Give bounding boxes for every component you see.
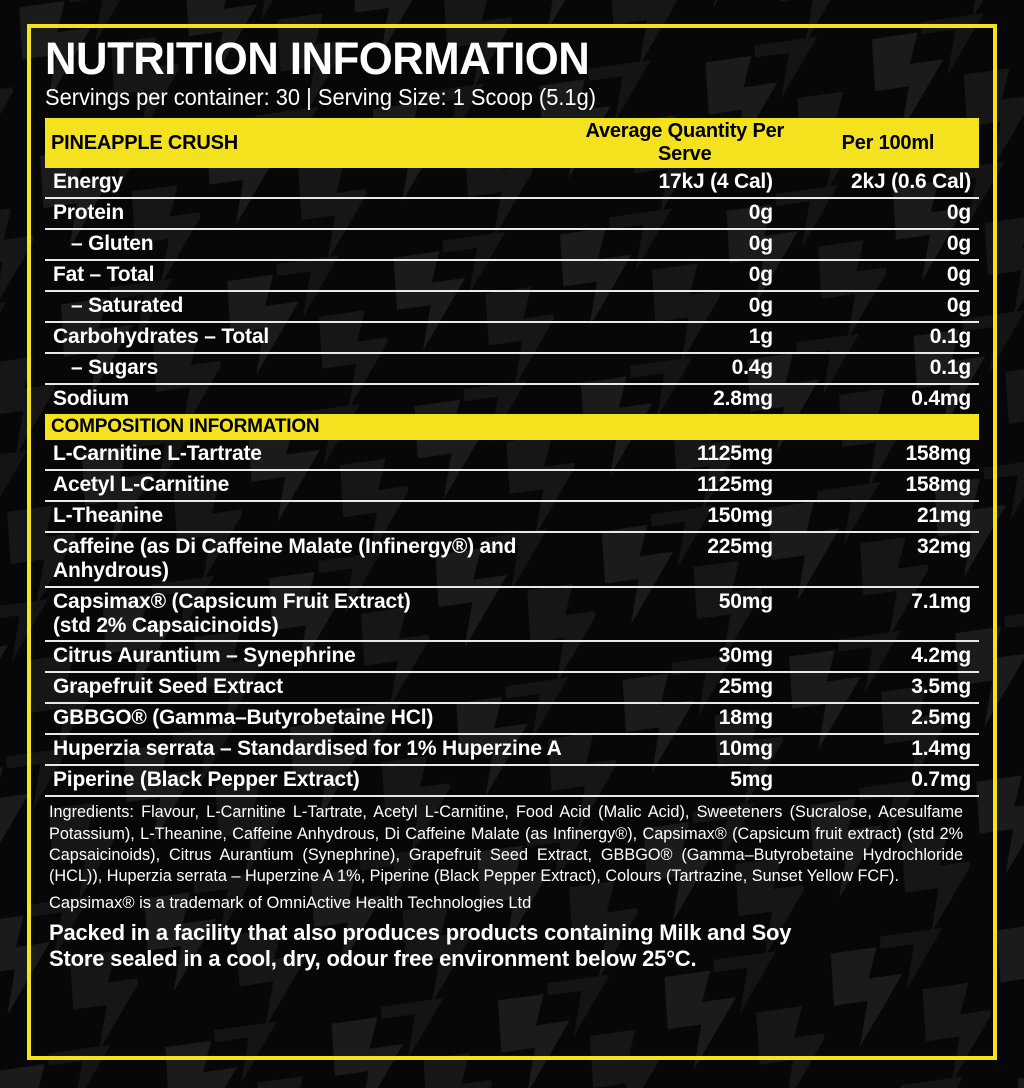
row-value-per-serve: 1125mg bbox=[697, 441, 773, 465]
row-value-per-100ml: 0g bbox=[796, 258, 979, 291]
row-value-per-100ml: 2kJ (0.6 Cal) bbox=[851, 170, 971, 194]
row-value-per-serve: 0g bbox=[572, 227, 797, 260]
nutrition-label-frame: NUTRITION INFORMATION Servings per conta… bbox=[27, 24, 997, 1060]
table-row: – Sugars 0.4g 0.1g bbox=[45, 351, 979, 384]
table-row: Acetyl L-Carnitine 1125mg 158mg bbox=[45, 468, 979, 501]
row-value-per-100ml: 0.1g bbox=[796, 320, 979, 353]
table-row: L-Theanine 150mg 21mg bbox=[45, 499, 979, 532]
row-value-per-100ml: 1.4mg bbox=[796, 733, 979, 766]
row-value-per-100ml: 0g bbox=[796, 227, 979, 260]
row-value-per-100ml: 7.1mg bbox=[796, 585, 979, 642]
column-header-per100: Per 100ml bbox=[796, 118, 979, 169]
row-label: – Saturated bbox=[45, 289, 573, 322]
row-label: Protein bbox=[45, 197, 573, 229]
row-label: Grapefruit Seed Extract bbox=[45, 671, 573, 704]
row-value-per-serve: 1125mg bbox=[572, 468, 797, 501]
row-value-per-serve: 0.4g bbox=[572, 351, 797, 384]
row-label: – Sugars bbox=[45, 351, 573, 384]
table-row: Caffeine (as Di Caffeine Malate (Infiner… bbox=[45, 530, 979, 587]
row-value-per-100ml: 0.7mg bbox=[796, 764, 979, 796]
storage-warning: Packed in a facility that also produces … bbox=[49, 920, 977, 971]
row-label: Energy bbox=[53, 170, 123, 194]
table-row: Piperine (Black Pepper Extract) 5mg 0.7mg bbox=[45, 764, 979, 796]
row-label: Huperzia serrata – Standardised for 1% H… bbox=[45, 733, 573, 766]
allergen-warning-line: Packed in a facility that also produces … bbox=[49, 920, 792, 946]
row-value-per-serve: 5mg bbox=[572, 764, 797, 796]
table-row: Sodium 2.8mg 0.4mg bbox=[45, 382, 979, 414]
row-value-per-serve: 0g bbox=[572, 197, 797, 229]
row-value-per-100ml: 158mg bbox=[796, 468, 979, 501]
row-label: Citrus Aurantium – Synephrine bbox=[45, 640, 573, 673]
servings-subtitle: Servings per container: 30 | Serving Siz… bbox=[45, 83, 597, 110]
trademark-text: Capsimax® is a trademark of OmniActive H… bbox=[49, 893, 532, 912]
ingredients-text: Ingredients: Flavour, L-Carnitine L-Tart… bbox=[49, 803, 964, 886]
storage-instruction-line: Store sealed in a cool, dry, odour free … bbox=[49, 945, 697, 971]
row-label: Capsimax® (Capsicum Fruit Extract) (std 2… bbox=[45, 585, 573, 642]
nutrition-table-body: PINEAPPLE CRUSH Average Quantity Per Ser… bbox=[45, 118, 979, 796]
table-row: Citrus Aurantium – Synephrine 30mg 4.2mg bbox=[45, 640, 979, 673]
row-label: – Gluten bbox=[45, 227, 573, 260]
row-value-per-serve: 18mg bbox=[572, 702, 797, 735]
row-label: Caffeine (as Di Caffeine Malate (Infiner… bbox=[45, 530, 573, 587]
row-label: L-Theanine bbox=[45, 499, 573, 532]
row-label: Sodium bbox=[45, 382, 573, 414]
table-row: Fat – Total 0g 0g bbox=[45, 258, 979, 291]
composition-header-label: COMPOSITION INFORMATION bbox=[45, 413, 979, 440]
row-label: L-Carnitine L-Tartrate bbox=[53, 441, 262, 465]
row-value-per-serve: 30mg bbox=[572, 640, 797, 673]
row-value-per-serve: 25mg bbox=[572, 671, 797, 704]
row-label: Acetyl L-Carnitine bbox=[45, 468, 573, 501]
row-value-per-100ml: 4.2mg bbox=[796, 640, 979, 673]
nutrition-table: PINEAPPLE CRUSH Average Quantity Per Ser… bbox=[45, 118, 979, 796]
row-value-per-100ml: 0g bbox=[796, 197, 979, 229]
row-value-per-serve: 225mg bbox=[572, 530, 797, 587]
row-value-per-100ml: 21mg bbox=[796, 499, 979, 532]
row-label: Fat – Total bbox=[45, 258, 573, 291]
row-value-per-100ml: 0.1g bbox=[796, 351, 979, 384]
table-row: GBBGO® (Gamma–Butyrobetaine HCl) 18mg 2.5m… bbox=[45, 702, 979, 735]
composition-header-row: COMPOSITION INFORMATION bbox=[45, 413, 979, 440]
row-value-per-100ml: 3.5mg bbox=[796, 671, 979, 704]
row-label: Piperine (Black Pepper Extract) bbox=[45, 764, 573, 796]
table-row: Protein 0g 0g bbox=[45, 197, 979, 229]
row-value-per-serve: 150mg bbox=[572, 499, 797, 532]
table-header-row: PINEAPPLE CRUSH Average Quantity Per Ser… bbox=[45, 118, 979, 169]
row-value-per-100ml: 0g bbox=[796, 289, 979, 322]
row-label: GBBGO® (Gamma–Butyrobetaine HCl) bbox=[45, 702, 573, 735]
row-value-per-serve: 1g bbox=[572, 320, 797, 353]
row-value-per-100ml: 158mg bbox=[905, 441, 971, 465]
row-value-per-100ml: 2.5mg bbox=[796, 702, 979, 735]
table-bottom-divider bbox=[45, 795, 979, 798]
page-title: NUTRITION INFORMATION bbox=[45, 33, 590, 84]
table-row: Energy 17kJ (4 Cal) 2kJ (0.6 Cal) bbox=[45, 168, 979, 198]
column-header-serve: Average Quantity Per Serve bbox=[572, 118, 797, 169]
row-value-per-serve: 0g bbox=[572, 289, 797, 322]
row-value-per-100ml: 32mg bbox=[796, 530, 979, 587]
table-row: Huperzia serrata – Standardised for 1% H… bbox=[45, 733, 979, 766]
flavour-name: PINEAPPLE CRUSH bbox=[45, 118, 573, 169]
row-value-per-serve: 17kJ (4 Cal) bbox=[658, 170, 774, 194]
row-label: Carbohydrates – Total bbox=[45, 320, 573, 353]
table-row: – Gluten 0g 0g bbox=[45, 227, 979, 260]
row-value-per-serve: 50mg bbox=[572, 585, 797, 642]
table-row: Carbohydrates – Total 1g 0.1g bbox=[45, 320, 979, 353]
table-row: Grapefruit Seed Extract 25mg 3.5mg bbox=[45, 671, 979, 704]
table-row: – Saturated 0g 0g bbox=[45, 289, 979, 322]
row-value-per-100ml: 0.4mg bbox=[796, 382, 979, 414]
row-value-per-serve: 10mg bbox=[572, 733, 797, 766]
table-row: L-Carnitine L-Tartrate 1125mg 158mg bbox=[45, 440, 979, 470]
row-value-per-serve: 2.8mg bbox=[572, 382, 797, 414]
table-row: Capsimax® (Capsicum Fruit Extract) (std 2… bbox=[45, 585, 979, 642]
row-value-per-serve: 0g bbox=[572, 258, 797, 291]
